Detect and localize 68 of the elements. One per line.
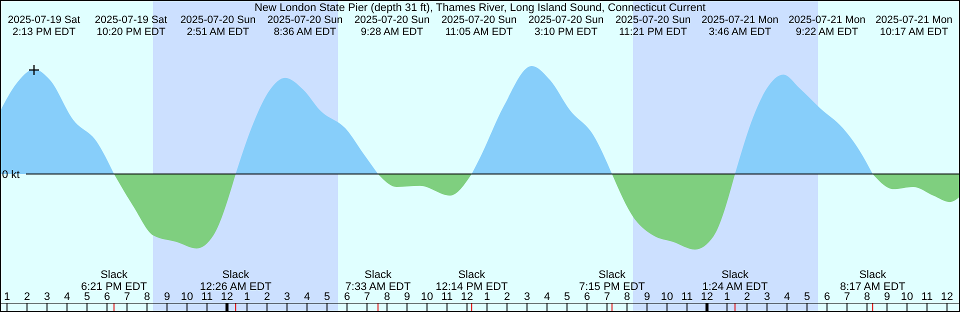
x-tick-label: 1 bbox=[244, 291, 250, 303]
x-tick-label: 3 bbox=[44, 291, 50, 303]
x-tick-label: 8 bbox=[624, 291, 630, 303]
x-tick-label: 12 bbox=[220, 291, 234, 303]
x-tick-label: 10 bbox=[420, 291, 434, 303]
x-tick-label: 11 bbox=[201, 291, 213, 303]
text: 2025-07-20 Sun 11:21 PM EDT bbox=[615, 14, 691, 38]
text: 2025-07-20 Sun 9:28 AM EDT bbox=[354, 14, 430, 38]
text: 2025-07-20 Sun 11:05 AM EDT bbox=[441, 14, 517, 38]
annotation: Slack 6:21 PM EDT bbox=[80, 269, 148, 293]
x-tick-label: 7 bbox=[844, 291, 850, 303]
text: 2025-07-21 Mon 3:46 AM EDT bbox=[701, 14, 779, 38]
text: 2025-07-20 Sun 8:36 AM EDT bbox=[267, 14, 343, 38]
x-tick-label: 12 bbox=[940, 291, 954, 303]
x-tick-label: 3 bbox=[284, 291, 290, 303]
x-tick-label: 7 bbox=[124, 291, 130, 303]
annotation: Slack 7:15 PM EDT bbox=[578, 269, 646, 293]
x-tick-label: 5 bbox=[564, 291, 570, 303]
x-tick-label: 11 bbox=[441, 291, 453, 303]
x-tick-label: 4 bbox=[304, 291, 310, 303]
x-tick-label: 2 bbox=[24, 291, 30, 303]
text: 2025-07-20 Sun 3:10 PM EDT bbox=[528, 14, 604, 38]
annotation: Slack 12:14 PM EDT bbox=[436, 269, 508, 293]
x-tick-label: 2 bbox=[744, 291, 750, 303]
x-tick-label: 3 bbox=[764, 291, 770, 303]
text: 2025-07-19 Sat 2:13 PM EDT bbox=[8, 14, 80, 38]
x-tick-label: 6 bbox=[824, 291, 830, 303]
x-tick-label: 4 bbox=[784, 291, 790, 303]
x-tick-label: 9 bbox=[404, 291, 410, 303]
annotation: Slack 7:33 AM EDT bbox=[345, 269, 411, 293]
annotation: Slack 1:24 AM EDT bbox=[702, 269, 768, 293]
chart-title: New London State Pier (depth 31 ft), Thames River, Long Island Sound, Connecticut Current bbox=[254, 2, 706, 14]
text: 2025-07-21 Mon 9:22 AM EDT bbox=[788, 14, 866, 38]
x-tick-label: 6 bbox=[104, 291, 110, 303]
annotation: Slack 12:26 AM EDT bbox=[200, 269, 272, 293]
x-tick-label: 2 bbox=[504, 291, 510, 303]
x-tick-label: 1 bbox=[484, 291, 490, 303]
x-tick-label: 2 bbox=[264, 291, 270, 303]
x-tick-label: 9 bbox=[164, 291, 170, 303]
x-tick-label: 9 bbox=[884, 291, 890, 303]
x-tick-label: 5 bbox=[84, 291, 90, 303]
x-tick-label: 7 bbox=[364, 291, 370, 303]
x-tick-label: 10 bbox=[180, 291, 194, 303]
x-tick-label: 5 bbox=[804, 291, 810, 303]
x-tick-label: 11 bbox=[681, 291, 693, 303]
x-tick-label: 4 bbox=[64, 291, 70, 303]
x-tick-label: 12 bbox=[460, 291, 474, 303]
x-tick-label: 7 bbox=[604, 291, 610, 303]
x-tick-label: 8 bbox=[864, 291, 870, 303]
text: 2025-07-19 Sat 10:20 PM EDT bbox=[94, 14, 168, 38]
x-tick-label: 4 bbox=[544, 291, 550, 303]
x-tick-label: 10 bbox=[900, 291, 914, 303]
x-tick-label: 11 bbox=[921, 291, 933, 303]
x-tick-label: 5 bbox=[324, 291, 330, 303]
x-tick-label: 10 bbox=[660, 291, 674, 303]
x-tick-label: 9 bbox=[644, 291, 650, 303]
annotation: Slack 8:17 AM EDT bbox=[840, 269, 906, 293]
x-tick-label: 8 bbox=[144, 291, 150, 303]
text: 2025-07-21 Mon 10:17 AM EDT bbox=[875, 14, 953, 38]
x-tick-label: 3 bbox=[524, 291, 530, 303]
x-tick-label: 6 bbox=[344, 291, 350, 303]
x-tick-label: 1 bbox=[4, 291, 10, 303]
x-tick-label: 12 bbox=[700, 291, 714, 303]
text: 2025-07-20 Sun 2:51 AM EDT bbox=[180, 14, 256, 38]
y-axis-title: 0 kt bbox=[2, 169, 20, 181]
x-tick-label: 8 bbox=[384, 291, 390, 303]
x-tick-label: 6 bbox=[584, 291, 590, 303]
x-tick-label: 1 bbox=[724, 291, 730, 303]
